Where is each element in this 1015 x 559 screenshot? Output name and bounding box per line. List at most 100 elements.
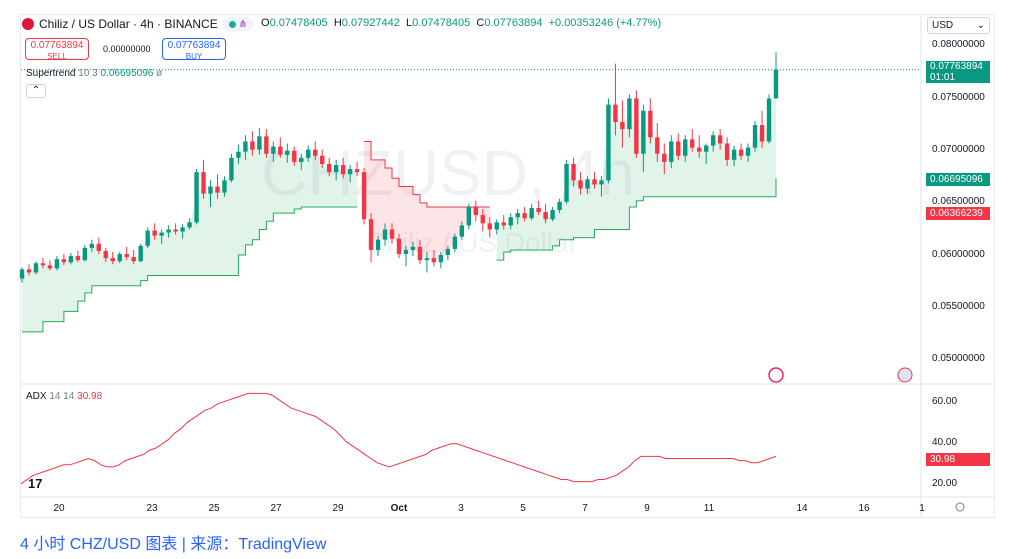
time-tick-label: 3 bbox=[458, 503, 464, 514]
candle-body bbox=[299, 157, 304, 162]
candle-body bbox=[75, 256, 81, 261]
candle-body bbox=[431, 258, 437, 263]
candle-body bbox=[620, 122, 625, 130]
time-tick-label: Oct bbox=[391, 503, 408, 514]
candle-body bbox=[61, 259, 67, 263]
candle-body bbox=[759, 125, 765, 142]
candle-body bbox=[278, 146, 283, 155]
candle-body bbox=[229, 157, 234, 181]
market-status-pill[interactable]: ⋔ bbox=[222, 17, 254, 31]
candle-body bbox=[683, 139, 688, 156]
candle-body bbox=[215, 186, 220, 193]
candle-body bbox=[354, 169, 360, 173]
share-icon: ⋔ bbox=[238, 18, 248, 30]
candle-body bbox=[340, 164, 346, 175]
candle-body bbox=[648, 110, 653, 138]
candle-body bbox=[54, 259, 60, 269]
time-tick-label: 5 bbox=[520, 503, 526, 514]
candle-body bbox=[606, 104, 611, 181]
symbol-title[interactable]: Chiliz / US Dollar · 4h · BINANCE ⋔ bbox=[22, 17, 254, 31]
candle-body bbox=[480, 215, 485, 224]
candle-body bbox=[452, 236, 458, 249]
currency-select[interactable]: USD ⌄ bbox=[927, 17, 990, 34]
candle-body bbox=[766, 98, 772, 142]
time-tick-label: 20 bbox=[53, 503, 65, 514]
candle-body bbox=[529, 207, 534, 219]
candle-body bbox=[669, 141, 674, 162]
candle-body bbox=[424, 258, 430, 261]
candle-body bbox=[445, 248, 451, 256]
market-open-icon bbox=[228, 20, 236, 28]
buy-button[interactable]: 0.07763894 BUY bbox=[162, 38, 226, 61]
candle-body bbox=[487, 223, 492, 230]
time-tick-label: 25 bbox=[208, 503, 220, 514]
sell-button[interactable]: 0.07763894 SELL bbox=[25, 38, 89, 61]
candle-body bbox=[194, 172, 199, 223]
candle-body bbox=[326, 163, 332, 173]
candle-body bbox=[627, 98, 632, 130]
supertrend-params: 10 3 bbox=[78, 68, 98, 79]
figure-caption: 4 小时 CHZ/USD 图表 | 来源：TradingView bbox=[20, 536, 327, 553]
chevron-down-icon: ⌄ bbox=[976, 20, 985, 31]
candle-body bbox=[236, 151, 241, 158]
candle-body bbox=[403, 249, 409, 255]
candle-body bbox=[459, 225, 465, 237]
candle-body bbox=[501, 222, 506, 226]
candle-body bbox=[173, 229, 178, 232]
candle-body bbox=[724, 143, 730, 160]
time-tick-label: 9 bbox=[644, 503, 650, 514]
candle-body bbox=[243, 141, 248, 152]
candle-body bbox=[515, 213, 520, 218]
time-tick-label: 27 bbox=[270, 503, 282, 514]
chiliz-coin-icon bbox=[22, 18, 34, 30]
candle-body bbox=[250, 141, 255, 150]
candle-body bbox=[703, 145, 709, 152]
candle-body bbox=[96, 243, 101, 251]
candle-body bbox=[208, 186, 213, 194]
candle-body bbox=[676, 141, 681, 156]
symbol-label: Chiliz / US Dollar · 4h · BINANCE bbox=[39, 17, 218, 31]
candle-body bbox=[222, 180, 227, 193]
candle-body bbox=[180, 227, 185, 232]
low-value: 0.07478405 bbox=[412, 17, 471, 29]
supertrend-line-down bbox=[364, 140, 490, 208]
time-tick-label: 29 bbox=[332, 503, 344, 514]
supertrend-name: Supertrend bbox=[26, 68, 76, 79]
price-tick-label: 0.06500000 bbox=[932, 196, 985, 207]
candle-body bbox=[410, 246, 416, 250]
buy-label: BUY bbox=[185, 52, 203, 61]
candle-body bbox=[320, 155, 325, 164]
supertrend-price-tag: 0.06695096 bbox=[926, 173, 990, 186]
candle-body bbox=[717, 135, 723, 144]
collapse-legend-button[interactable]: ⌃ bbox=[26, 84, 46, 98]
price-tick-label: 0.06000000 bbox=[932, 249, 985, 260]
candle-body bbox=[752, 125, 758, 148]
ohlc-readout: O0.07478405 H0.07927442 L0.07478405 C0.0… bbox=[261, 17, 662, 29]
candle-body bbox=[473, 206, 478, 216]
low-band-price-tag: 0.06366239 bbox=[926, 207, 990, 220]
hide-eye-icon[interactable]: ø bbox=[156, 68, 163, 79]
candle-body bbox=[599, 180, 604, 185]
candle-body bbox=[690, 139, 695, 148]
candle-body bbox=[89, 243, 95, 248]
candle-body bbox=[710, 135, 716, 146]
adx-legend[interactable]: ADX 14 14 30.98 bbox=[26, 391, 102, 402]
supertrend-fill-up-2 bbox=[496, 84, 776, 261]
candle-body bbox=[738, 149, 744, 156]
candle-body bbox=[117, 254, 122, 262]
candle-body bbox=[19, 269, 25, 279]
change-value: +0.00353246 (+4.77%) bbox=[548, 17, 662, 29]
supertrend-fill-up-1 bbox=[22, 142, 358, 332]
candle-body bbox=[571, 163, 576, 181]
candle-body bbox=[313, 149, 318, 156]
candle-body bbox=[536, 207, 541, 213]
candle-body bbox=[494, 222, 499, 230]
candle-body bbox=[745, 147, 751, 156]
watermark-sub: Chiliz / US Dollar bbox=[366, 227, 578, 258]
chart-frame[interactable] bbox=[20, 14, 995, 518]
candle-body bbox=[417, 246, 423, 261]
candle-body bbox=[110, 258, 115, 262]
tradingview-logo-icon: 17 bbox=[28, 476, 42, 491]
supertrend-legend[interactable]: Supertrend 10 3 0.06695096 ø bbox=[26, 68, 162, 79]
